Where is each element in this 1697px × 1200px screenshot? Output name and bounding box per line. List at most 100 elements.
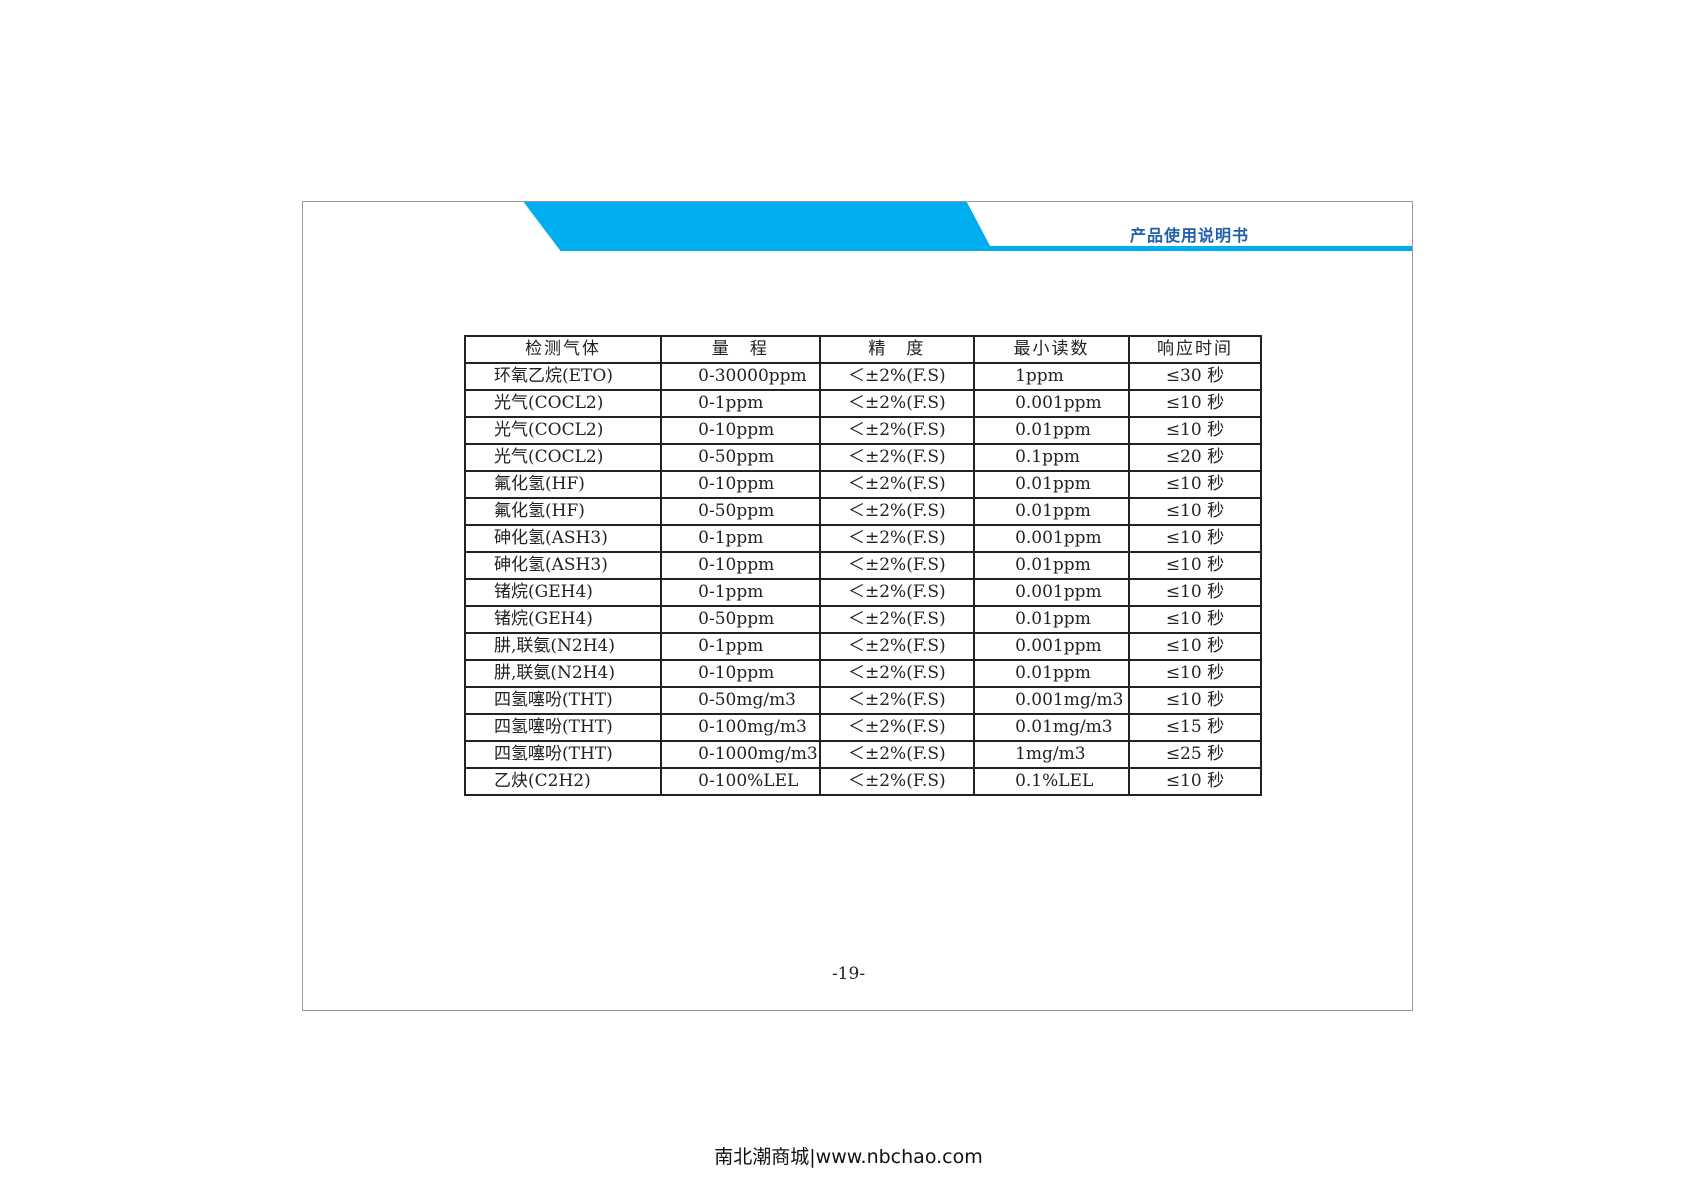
table-cell: 乙炔(C2H2) bbox=[463, 767, 663, 796]
table-cell: ＜±2%(F.S) bbox=[818, 470, 976, 499]
table-cell: ＜±2%(F.S) bbox=[818, 551, 976, 580]
page-frame bbox=[302, 201, 1413, 1011]
table-cell: 四氢噻吩(THT) bbox=[463, 713, 663, 742]
table-cell: ＜±2%(F.S) bbox=[818, 443, 976, 472]
table-cell: ＜±2%(F.S) bbox=[818, 659, 976, 688]
table-cell: ＜±2%(F.S) bbox=[818, 389, 976, 418]
table-cell: 0.01ppm bbox=[973, 470, 1130, 499]
table-cell: ＜±2%(F.S) bbox=[818, 740, 976, 769]
table-cell: ≤25 秒 bbox=[1127, 740, 1263, 769]
document-title: 产品使用说明书 bbox=[1130, 226, 1250, 245]
table-cell: 0.001ppm bbox=[973, 578, 1130, 607]
page-number: -19- bbox=[831, 964, 866, 984]
table-cell: ＜±2%(F.S) bbox=[818, 605, 976, 634]
table-row: 肼,联氨(N2H4) 0-1ppm ＜±2%(F.S) 0.001ppm ≤10 秒 bbox=[463, 632, 1263, 661]
table-cell: 环氧乙烷(ETO) bbox=[463, 362, 663, 391]
table-cell: 0-50ppm bbox=[660, 443, 821, 472]
table-cell: 0.1%LEL bbox=[973, 767, 1130, 796]
gas-spec-table: 检测气体量 程精 度最小读数 响应时间 环氧乙烷(ETO) 0-30000ppm ＜±… bbox=[463, 335, 1263, 796]
header-banner bbox=[523, 202, 1412, 251]
table-row: 光气(COCL2) 0-10ppm ＜±2%(F.S) 0.01ppm ≤10 秒 bbox=[463, 416, 1263, 445]
column-header: 响应时间 bbox=[1127, 335, 1263, 364]
table-cell: 1ppm bbox=[973, 362, 1130, 391]
table-row: 锗烷(GEH4) 0-1ppm ＜±2%(F.S) 0.001ppm ≤10 秒 bbox=[463, 578, 1263, 607]
table-cell: 0-1ppm bbox=[660, 524, 821, 553]
table-cell: 0-10ppm bbox=[660, 416, 821, 445]
table-cell: ＜±2%(F.S) bbox=[818, 524, 976, 553]
table-cell: 砷化氢(ASH3) bbox=[463, 551, 663, 580]
table-cell: 0-100%LEL bbox=[660, 767, 821, 796]
table-cell: 0.01ppm bbox=[973, 416, 1130, 445]
table-cell: 0-10ppm bbox=[660, 551, 821, 580]
table-cell: 0-50ppm bbox=[660, 497, 821, 526]
table-cell: ≤10 秒 bbox=[1127, 767, 1263, 796]
table-cell: 四氢噻吩(THT) bbox=[463, 740, 663, 769]
banner-line bbox=[971, 246, 1412, 251]
table-cell: ≤10 秒 bbox=[1127, 659, 1263, 688]
table-header-row: 检测气体量 程精 度最小读数 响应时间 bbox=[463, 335, 1263, 364]
table-cell: 氟化氢(HF) bbox=[463, 470, 663, 499]
table-cell: ＜±2%(F.S) bbox=[818, 686, 976, 715]
table-cell: ＜±2%(F.S) bbox=[818, 497, 976, 526]
table-row: 肼,联氨(N2H4) 0-10ppm ＜±2%(F.S) 0.01ppm ≤10 秒 bbox=[463, 659, 1263, 688]
column-header: 检测气体 bbox=[463, 335, 663, 364]
table-cell: 光气(COCL2) bbox=[463, 389, 663, 418]
table-cell: ≤10 秒 bbox=[1127, 416, 1263, 445]
table-cell: ＜±2%(F.S) bbox=[818, 362, 976, 391]
table-cell: ≤10 秒 bbox=[1127, 578, 1263, 607]
table-cell: ≤10 秒 bbox=[1127, 524, 1263, 553]
table-cell: ≤10 秒 bbox=[1127, 605, 1263, 634]
table-row: 四氢噻吩(THT) 0-100mg/m3 ＜±2%(F.S) 0.01mg/m3 ≤15… bbox=[463, 713, 1263, 742]
table-row: 氟化氢(HF) 0-50ppm ＜±2%(F.S) 0.01ppm ≤10 秒 bbox=[463, 497, 1263, 526]
table-row: 锗烷(GEH4) 0-50ppm ＜±2%(F.S) 0.01ppm ≤10 秒 bbox=[463, 605, 1263, 634]
table-row: 光气(COCL2) 0-1ppm ＜±2%(F.S) 0.001ppm ≤10 秒 bbox=[463, 389, 1263, 418]
table-cell: 0.01ppm bbox=[973, 605, 1130, 634]
table-cell: ≤15 秒 bbox=[1127, 713, 1263, 742]
table-cell: ＜±2%(F.S) bbox=[818, 713, 976, 742]
table-row: 环氧乙烷(ETO) 0-30000ppm ＜±2%(F.S) 1ppm ≤30 秒 bbox=[463, 362, 1263, 391]
table-cell: ＜±2%(F.S) bbox=[818, 767, 976, 796]
table-cell: ≤10 秒 bbox=[1127, 497, 1263, 526]
table-cell: 四氢噻吩(THT) bbox=[463, 686, 663, 715]
column-header: 量 程 bbox=[660, 335, 821, 364]
table-row: 光气(COCL2) 0-50ppm ＜±2%(F.S) 0.1ppm ≤20 秒 bbox=[463, 443, 1263, 472]
table-cell: 0-1000mg/m3 bbox=[660, 740, 821, 769]
table-cell: 氟化氢(HF) bbox=[463, 497, 663, 526]
table-cell: 0.001ppm bbox=[973, 632, 1130, 661]
table-cell: ≤10 秒 bbox=[1127, 389, 1263, 418]
table-cell: 肼,联氨(N2H4) bbox=[463, 632, 663, 661]
table-cell: 0.001mg/m3 bbox=[973, 686, 1130, 715]
table-cell: 0.01ppm bbox=[973, 551, 1130, 580]
table-cell: 0-50ppm bbox=[660, 605, 821, 634]
table-cell: ≤10 秒 bbox=[1127, 470, 1263, 499]
table-cell: 0-10ppm bbox=[660, 470, 821, 499]
table-cell: 锗烷(GEH4) bbox=[463, 605, 663, 634]
column-header: 精 度 bbox=[818, 335, 976, 364]
table-cell: 0.001ppm bbox=[973, 389, 1130, 418]
table-cell: ≤10 秒 bbox=[1127, 686, 1263, 715]
table-cell: 0-50mg/m3 bbox=[660, 686, 821, 715]
banner-parallelogram bbox=[523, 202, 993, 251]
table-cell: 0.001ppm bbox=[973, 524, 1130, 553]
table-cell: 0-1ppm bbox=[660, 389, 821, 418]
table-cell: 0-1ppm bbox=[660, 632, 821, 661]
table-cell: ＜±2%(F.S) bbox=[818, 578, 976, 607]
table-cell: 肼,联氨(N2H4) bbox=[463, 659, 663, 688]
table-cell: 0.01ppm bbox=[973, 497, 1130, 526]
table-cell: 0.1ppm bbox=[973, 443, 1130, 472]
table-cell: 0.01ppm bbox=[973, 659, 1130, 688]
table-row: 氟化氢(HF) 0-10ppm ＜±2%(F.S) 0.01ppm ≤10 秒 bbox=[463, 470, 1263, 499]
table-cell: 光气(COCL2) bbox=[463, 416, 663, 445]
table-cell: ＜±2%(F.S) bbox=[818, 632, 976, 661]
table-cell: ＜±2%(F.S) bbox=[818, 416, 976, 445]
column-header: 最小读数 bbox=[973, 335, 1130, 364]
table-cell: 0.01mg/m3 bbox=[973, 713, 1130, 742]
table-cell: 砷化氢(ASH3) bbox=[463, 524, 663, 553]
table-cell: 1mg/m3 bbox=[973, 740, 1130, 769]
table-row: 四氢噻吩(THT) 0-50mg/m3 ＜±2%(F.S) 0.001mg/m3 ≤10… bbox=[463, 686, 1263, 715]
table-row: 砷化氢(ASH3) 0-10ppm ＜±2%(F.S) 0.01ppm ≤10 秒 bbox=[463, 551, 1263, 580]
table-row: 乙炔(C2H2) 0-100%LEL ＜±2%(F.S) 0.1%LEL ≤10 秒 bbox=[463, 767, 1263, 796]
footer-watermark[interactable]: 南北潮商城|www.nbchao.com bbox=[714, 1146, 983, 1168]
table-cell: 光气(COCL2) bbox=[463, 443, 663, 472]
table-cell: ≤10 秒 bbox=[1127, 551, 1263, 580]
